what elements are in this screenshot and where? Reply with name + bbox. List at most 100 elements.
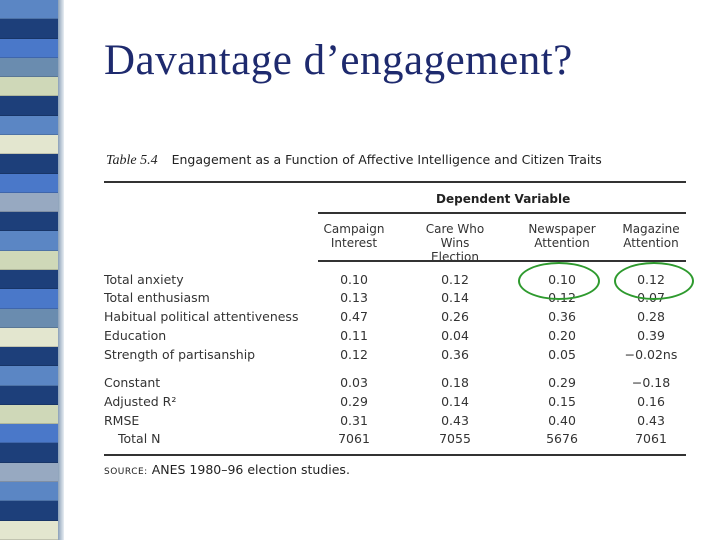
table-cell: 0.47 (340, 309, 368, 324)
stripe-band (0, 57, 58, 78)
table-cell: 0.13 (340, 290, 368, 305)
row-label: Constant (104, 375, 161, 390)
column-header-line: Attention (534, 236, 590, 250)
stripe-band (0, 289, 58, 309)
table-cell: 0.29 (340, 394, 368, 409)
table-cell: 0.39 (637, 328, 665, 343)
table-row: Total anxiety 0.10 0.12 0.10 0.12 (104, 272, 690, 290)
table-cell: 0.18 (441, 375, 469, 390)
column-header-line: Interest (330, 236, 378, 250)
table-top-rule (104, 181, 686, 183)
column-header-care-who-wins: Care Who Wins Election (410, 222, 500, 264)
table-cell: 0.14 (441, 394, 469, 409)
row-label: Total anxiety (104, 272, 184, 287)
table-caption: Table 5.4 Engagement as a Function of Aff… (106, 152, 690, 169)
stripe-band (0, 77, 58, 97)
row-label: Adjusted R² (104, 394, 177, 409)
source-text: ANES 1980–96 election studies. (151, 462, 350, 477)
row-label: Total N (118, 431, 161, 446)
table-cell: −0.02ns (624, 347, 678, 362)
table-cell: 0.12 (441, 272, 469, 287)
table-cell: 0.15 (548, 394, 576, 409)
table-caption-text: Engagement as a Function of Affective In… (171, 152, 602, 167)
table-row: Constant 0.03 0.18 0.29 −0.18 (104, 375, 690, 393)
table-cell: 0.11 (340, 328, 368, 343)
table-cell: 0.04 (441, 328, 469, 343)
dependent-variable-rule (318, 212, 686, 214)
source-label: SOURCE: (104, 467, 148, 477)
table-row: RMSE 0.31 0.43 0.40 0.43 (104, 413, 690, 431)
table-row: Adjusted R² 0.29 0.14 0.15 0.16 (104, 394, 690, 412)
table-cell: 0.03 (340, 375, 368, 390)
stripe-band (0, 38, 58, 58)
results-table: Table 5.4 Engagement as a Function of Aff… (104, 152, 690, 477)
stripe-band (0, 154, 58, 174)
table-cell: 0.43 (441, 413, 469, 428)
dependent-variable-heading: Dependent Variable (436, 192, 571, 206)
table-number: Table 5.4 (106, 153, 158, 168)
column-header-line: Attention (623, 236, 679, 250)
table-cell: 0.20 (548, 328, 576, 343)
stripe-band (0, 482, 58, 502)
table-cell: 0.14 (441, 290, 469, 305)
table-cell: 0.10 (340, 272, 368, 287)
header-rule (318, 260, 686, 262)
table-cell: 7061 (338, 431, 370, 446)
slide-title: Davantage d’engagement? (104, 37, 573, 84)
table-cell: 0.40 (548, 413, 576, 428)
row-label: Habitual political attentiveness (104, 309, 299, 324)
table-cell: 7055 (439, 431, 471, 446)
stripe-band (0, 250, 58, 270)
stripe-band (0, 462, 58, 483)
stripe-band (0, 520, 58, 540)
stripe-band (0, 443, 58, 463)
stripe-band (0, 134, 58, 155)
column-header-campaign-interest: Campaign Interest (309, 222, 399, 250)
column-header-line: Care Who Wins (425, 222, 485, 250)
table-row: Habitual political attentiveness 0.47 0.… (104, 309, 690, 327)
highlight-circle-magazine (614, 262, 694, 300)
stripe-band (0, 308, 58, 328)
table-cell: 0.36 (548, 309, 576, 324)
table-cell: 0.05 (548, 347, 576, 362)
row-label: Education (104, 328, 167, 343)
row-label: Total enthusiasm (104, 290, 210, 305)
table-source: SOURCE: ANES 1980–96 election studies. (104, 462, 350, 477)
column-header-magazine-attention: Magazine Attention (606, 222, 696, 250)
table-cell: 7061 (635, 431, 667, 446)
table-cell: 0.36 (441, 347, 469, 362)
stripe-band (0, 0, 58, 20)
row-label: RMSE (104, 413, 140, 428)
stripe-band (0, 115, 58, 135)
stripe-band (0, 366, 58, 386)
table-cell: 0.12 (340, 347, 368, 362)
table-cell: 0.29 (548, 375, 576, 390)
stripe-band (0, 347, 58, 367)
table-cell: 0.31 (340, 413, 368, 428)
stripe-band (0, 327, 58, 348)
stripe-band (0, 404, 58, 425)
table-row: Total enthusiasm 0.13 0.14 0.12 0.07 (104, 290, 690, 308)
table-cell: 0.16 (637, 394, 665, 409)
column-header-line: Magazine (622, 222, 680, 236)
table-cell: 0.26 (441, 309, 469, 324)
table-row: Education 0.11 0.04 0.20 0.39 (104, 328, 690, 346)
table-row: Total N 7061 7055 5676 7061 (104, 431, 690, 449)
table-cell: 0.28 (637, 309, 665, 324)
stripe-band (0, 96, 58, 116)
stripe-band (0, 231, 58, 251)
stripe-band (0, 385, 58, 405)
stripe-edge (58, 0, 64, 540)
row-label: Strength of partisanship (104, 347, 256, 362)
table-bottom-rule (104, 454, 686, 456)
column-header-line: Campaign (323, 222, 385, 236)
stripe-band (0, 212, 58, 232)
stripe-band (0, 269, 58, 290)
column-header-newspaper-attention: Newspaper Attention (517, 222, 607, 250)
stripe-band (0, 19, 58, 39)
highlight-circle-newspaper (518, 262, 600, 300)
decorative-stripe (0, 0, 58, 540)
table-row: Strength of partisanship 0.12 0.36 0.05 … (104, 347, 690, 365)
stripe-band (0, 424, 58, 444)
stripe-band (0, 173, 58, 193)
